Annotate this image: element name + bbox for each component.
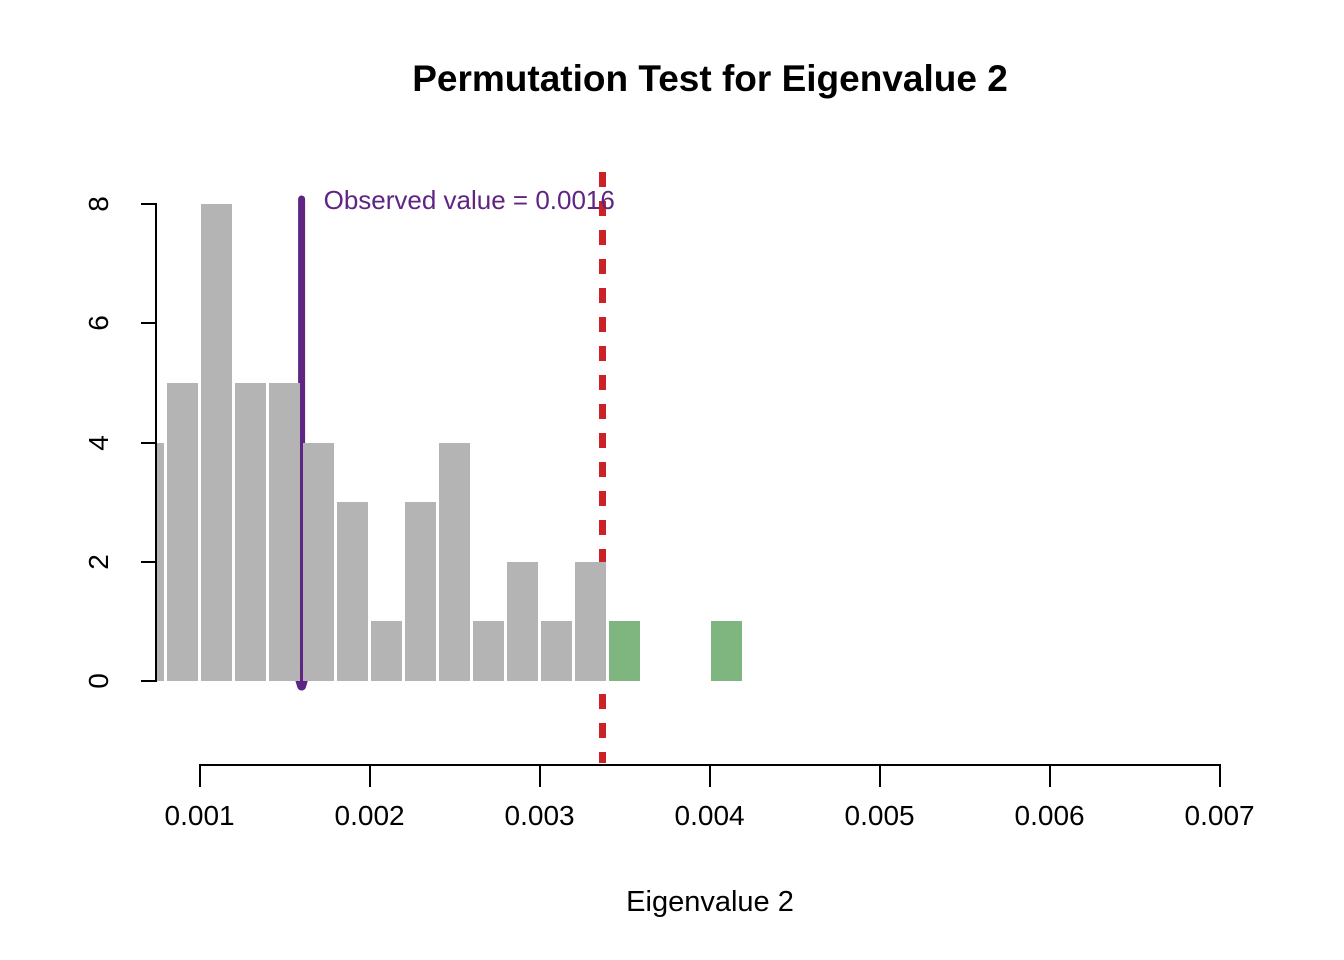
histogram-bar [235,382,267,681]
x-tick-label: 0.001 [164,800,235,831]
x-axis-tick [1218,764,1221,787]
histogram-bar [157,442,165,681]
y-tick-label: 6 [83,315,114,332]
x-axis-tick [878,764,881,787]
observed-value-annotation: Observed value = 0.0016 [323,185,615,215]
x-axis-tick [538,764,541,787]
y-tick-label: 8 [83,196,114,212]
histogram-bar-significant [711,621,743,681]
histogram-bar [201,204,233,681]
histogram-bar [371,621,403,681]
y-tick-label: 0 [83,673,114,689]
x-tick-label: 0.005 [844,800,915,831]
histogram-bar [541,621,573,681]
threshold-line [599,172,606,763]
x-axis-tick [198,764,201,787]
histogram-bar [167,382,199,681]
x-tick-label: 0.004 [674,800,745,831]
x-axis-tick [1048,764,1051,787]
x-tick-label: 0.003 [504,800,575,831]
chart-title: Permutation Test for Eigenvalue 2 [412,58,1008,99]
x-axis-title: Eigenvalue 2 [626,886,794,918]
y-axis-tick [141,441,156,444]
histogram-bar-significant [609,621,641,681]
histogram-bar [269,382,301,681]
histogram-bar [337,502,369,681]
y-axis-tick [141,560,156,563]
histogram-bar [303,442,335,681]
y-axis-tick [141,203,156,205]
y-tick-label: 4 [83,434,114,451]
histogram-bar [473,621,505,681]
y-axis-tick [141,680,156,682]
histogram-bar [575,561,607,681]
histogram-bar [405,502,437,681]
x-tick-label: 0.002 [334,800,405,831]
x-tick-label: 0.006 [1014,800,1085,831]
x-axis-tick [708,764,711,787]
x-axis-tick [368,764,371,787]
y-tick-label: 2 [83,553,114,570]
x-tick-label: 0.007 [1184,800,1255,831]
histogram-bar [507,561,539,681]
histogram-bar [439,442,471,681]
y-axis-line [155,203,157,682]
y-axis-tick [141,322,156,325]
